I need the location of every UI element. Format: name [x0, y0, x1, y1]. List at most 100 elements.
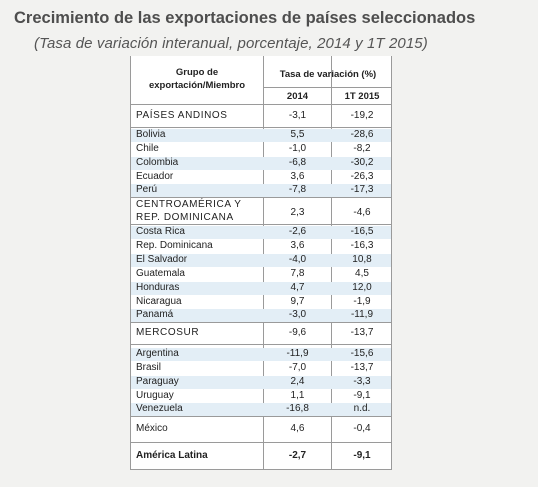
- row-value-1t2015: -8,2: [353, 143, 371, 154]
- table-row-america-latina: América Latina -2,7 -9,1: [131, 450, 391, 464]
- table-row-mexico: México 4,6 -0,4: [131, 423, 391, 437]
- page-title: Crecimiento de las exportaciones de país…: [14, 9, 476, 27]
- row-value-2014: -1,0: [288, 143, 307, 154]
- table-row: Ecuador 3,6 -26,3: [131, 171, 391, 184]
- row-value-2014: 7,8: [290, 268, 305, 279]
- row-label: Guatemala: [136, 268, 185, 279]
- row-label: Perú: [136, 184, 158, 195]
- row-value-2014: 2,4: [290, 376, 305, 387]
- row-label: Paraguay: [136, 376, 179, 387]
- row-value-2014: 5,5: [290, 129, 305, 140]
- row-label: Colombia: [136, 157, 179, 168]
- row-value-1t2015: -17,3: [350, 184, 374, 195]
- row-label: América Latina: [136, 450, 208, 461]
- row-value-2014: 4,6: [290, 423, 305, 434]
- table-row: El Salvador -4,0 10,8: [131, 254, 391, 267]
- row-label: Brasil: [136, 362, 162, 373]
- row-value-1t2015: -11,9: [350, 309, 374, 320]
- row-value-1t2015: -30,2: [350, 157, 374, 168]
- table-row: Costa Rica -2,6 -16,5: [131, 226, 391, 239]
- row-value-1t2015: -26,3: [350, 171, 374, 182]
- row-value-2014: -9,6: [288, 327, 307, 338]
- row-label: Honduras: [136, 282, 180, 293]
- table-row: Brasil -7,0 -13,7: [131, 362, 391, 375]
- header-year-2014: 2014: [286, 91, 309, 102]
- table-row-centroamerica: CENTROAMÉRICA Y REP. DOMINICANA 2,3 -4,6: [131, 199, 391, 229]
- group-divider: [131, 344, 391, 345]
- table-row: Guatemala 7,8 4,5: [131, 268, 391, 281]
- row-value-1t2015: -0,4: [353, 423, 371, 434]
- row-value-2014: -16,8: [286, 403, 309, 414]
- row-label: El Salvador: [136, 254, 188, 265]
- row-value-1t2015: 12,0: [352, 282, 372, 293]
- header-year-1t2015: 1T 2015: [344, 91, 380, 102]
- group-divider: [131, 322, 391, 323]
- row-value-2014: -11,9: [286, 348, 309, 359]
- group-divider: [131, 416, 391, 417]
- table-row-paises-andinos: PAÍSES ANDINOS -3,1 -19,2: [131, 110, 391, 124]
- row-value-1t2015: -9,1: [353, 450, 371, 461]
- row-label: Rep. Dominicana: [136, 240, 213, 251]
- row-value-1t2015: -3,3: [353, 376, 371, 387]
- header-group: Grupo de exportación/Miembro: [148, 67, 246, 91]
- group-divider: [131, 127, 391, 128]
- row-value-1t2015: -9,1: [353, 390, 371, 401]
- row-value-1t2015: -1,9: [353, 296, 371, 307]
- row-value-2014: -6,8: [288, 157, 307, 168]
- table-row-mercosur: MERCOSUR -9,6 -13,7: [131, 327, 391, 341]
- row-label: PAÍSES ANDINOS: [136, 110, 228, 121]
- row-label: Panamá: [136, 309, 174, 320]
- table-row: Perú -7,8 -17,3: [131, 184, 391, 197]
- row-value-2014: -4,0: [288, 254, 307, 265]
- row-value-2014: 3,6: [290, 171, 305, 182]
- row-value-1t2015: -28,6: [350, 129, 374, 140]
- row-label: México: [136, 423, 168, 434]
- row-label: Uruguay: [136, 390, 174, 401]
- table-row: Panamá -3,0 -11,9: [131, 309, 391, 322]
- row-value-2014: 1,1: [290, 390, 305, 401]
- row-label: Argentina: [136, 348, 179, 359]
- row-label: MERCOSUR: [136, 327, 200, 338]
- group-divider: [131, 197, 391, 198]
- table-row: Bolivia 5,5 -28,6: [131, 129, 391, 142]
- row-value-2014: -3,1: [288, 110, 307, 121]
- row-value-2014: -2,7: [288, 450, 307, 461]
- row-label: Chile: [136, 143, 159, 154]
- row-value-1t2015: -4,6: [353, 207, 371, 218]
- row-value-2014: 9,7: [290, 296, 305, 307]
- row-value-2014: -7,0: [288, 362, 307, 373]
- row-value-2014: -7,8: [288, 184, 307, 195]
- row-value-2014: 4,7: [290, 282, 305, 293]
- row-value-1t2015: -16,5: [350, 226, 374, 237]
- row-value-1t2015: -16,3: [350, 240, 374, 251]
- table-row: Colombia -6,8 -30,2: [131, 157, 391, 170]
- row-value-2014: 2,3: [290, 207, 305, 218]
- table-row: Honduras 4,7 12,0: [131, 282, 391, 295]
- row-value-1t2015: -15,6: [350, 348, 374, 359]
- header-divider: [264, 87, 391, 88]
- exports-table: Grupo de exportación/Miembro Tasa de var…: [130, 56, 392, 470]
- row-value-2014: 3,6: [290, 240, 305, 251]
- group-divider: [131, 224, 391, 225]
- row-value-2014: -2,6: [288, 226, 307, 237]
- row-value-1t2015: 10,8: [352, 254, 372, 265]
- row-label: Nicaragua: [136, 296, 182, 307]
- page-subtitle: (Tasa de variación interanual, porcentaj…: [34, 35, 428, 52]
- header-tasa: Tasa de variación (%): [279, 69, 377, 80]
- table-row: Venezuela -16,8 n.d.: [131, 403, 391, 416]
- table-row: Rep. Dominicana 3,6 -16,3: [131, 240, 391, 253]
- row-label: CENTROAMÉRICA Y: [136, 199, 242, 210]
- row-value-1t2015: 4,5: [355, 268, 369, 279]
- row-value-1t2015: -19,2: [350, 110, 374, 121]
- table-row: Nicaragua 9,7 -1,9: [131, 296, 391, 309]
- row-label: Ecuador: [136, 171, 174, 182]
- table-row: Argentina -11,9 -15,6: [131, 348, 391, 361]
- row-label: Venezuela: [136, 403, 183, 414]
- row-value-2014: -3,0: [288, 309, 307, 320]
- row-value-1t2015: -13,7: [350, 362, 374, 373]
- row-value-1t2015: n.d.: [353, 403, 371, 414]
- row-label: Costa Rica: [136, 226, 185, 237]
- row-label: Bolivia: [136, 129, 166, 140]
- table-row: Chile -1,0 -8,2: [131, 143, 391, 156]
- table-row: Uruguay 1,1 -9,1: [131, 390, 391, 403]
